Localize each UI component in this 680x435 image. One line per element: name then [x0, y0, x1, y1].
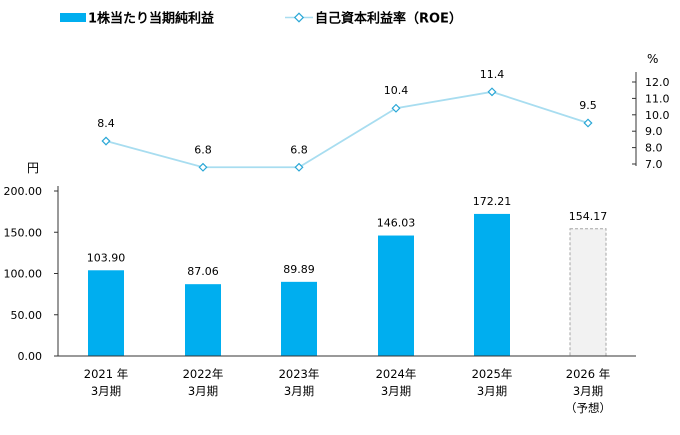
category-label: 2025年 [472, 367, 513, 381]
roe-series: 8.4 6.8 6.8 10.4 11.4 9.5 [97, 68, 597, 172]
roe-data-label: 6.8 [194, 143, 212, 156]
eps-data-label: 87.06 [187, 265, 219, 278]
roe-point [583, 118, 593, 128]
category-label: 2023年 [279, 367, 320, 381]
legend: 1株当たり当期純利益 自己資本利益率（ROE） [60, 11, 462, 27]
eps-bar-forecast [569, 228, 607, 357]
roe-tick-label: 7.0 [645, 158, 663, 171]
eps-data-label: 103.90 [87, 251, 126, 264]
roe-tick-label: 8.0 [645, 142, 663, 155]
eps-data-label: 172.21 [473, 195, 512, 208]
category-label: （予想） [565, 401, 611, 415]
eps-bar [185, 284, 221, 356]
eps-tick-label: 0.00 [18, 350, 43, 363]
category-label: 2021 年 [84, 367, 128, 381]
category-label: 2022年 [183, 367, 224, 381]
category-label: 3月期 [477, 384, 507, 398]
category-labels: 2021 年 3月期 2022年 3月期 2023年 3月期 2024年 3月期 2025年 3月… [84, 367, 611, 415]
category-label: 2024年 [376, 367, 417, 381]
roe-unit-label: % [647, 52, 658, 66]
eps-data-label: 146.03 [377, 217, 416, 230]
legend-line-marker [293, 12, 305, 23]
roe-tick-label: 9.0 [645, 125, 663, 138]
roe-point [294, 162, 304, 172]
eps-bar [378, 235, 414, 356]
category-label: 3月期 [381, 384, 411, 398]
eps-bar [474, 213, 510, 356]
roe-data-label: 10.4 [384, 84, 409, 97]
eps-unit-label: 円 [27, 161, 39, 175]
roe-data-label: 11.4 [480, 68, 505, 81]
roe-point [198, 162, 208, 172]
roe-data-label: 8.4 [97, 117, 115, 130]
roe-line [105, 90, 589, 169]
legend-line-label: 自己資本利益率（ROE） [315, 11, 462, 27]
eps-data-label: 89.89 [283, 263, 315, 276]
roe-point [391, 103, 401, 113]
roe-data-label: 6.8 [290, 143, 308, 156]
eps-axis: 円 0.00 50.00 100.00 150.00 200.00 [4, 161, 59, 363]
category-label: 3月期 [91, 384, 121, 398]
category-label: 2026 年 [566, 367, 610, 381]
eps-bar [281, 281, 317, 356]
eps-tick-label: 150.00 [4, 226, 43, 239]
roe-data-label: 9.5 [579, 99, 597, 112]
eps-tick-label: 100.00 [4, 268, 43, 281]
eps-series: 103.90 87.06 89.89 146.03 172.21 154.17 [87, 195, 608, 357]
roe-tick-label: 11.0 [645, 92, 670, 105]
eps-tick-label: 200.00 [4, 185, 43, 198]
roe-axis: % 7.0 8.0 9.0 10.0 11.0 12.0 [632, 52, 670, 171]
eps-bar [88, 270, 124, 356]
roe-tick-label: 12.0 [645, 76, 670, 89]
category-label: 3月期 [573, 384, 603, 398]
roe-point [101, 136, 111, 146]
roe-tick-label: 10.0 [645, 109, 670, 122]
category-label: 3月期 [188, 384, 218, 398]
eps-data-label: 154.17 [569, 210, 608, 223]
category-label: 3月期 [284, 384, 314, 398]
roe-point [487, 87, 497, 97]
legend-bar-label: 1株当たり当期純利益 [88, 11, 214, 27]
eps-tick-label: 50.00 [11, 309, 43, 322]
legend-bar-swatch [60, 13, 86, 22]
